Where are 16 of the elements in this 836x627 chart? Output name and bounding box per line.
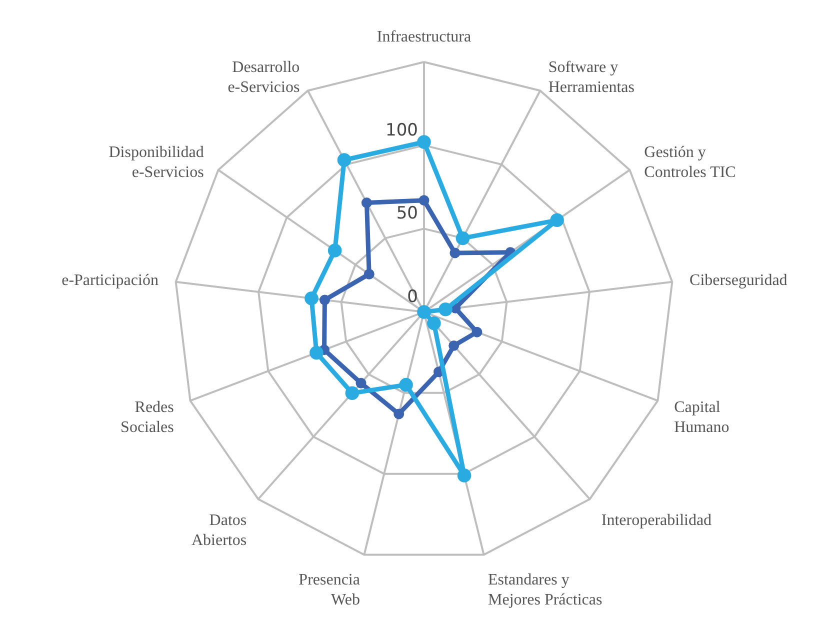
y-tick-label: 100 (386, 120, 418, 140)
y-tick-label: 50 (396, 204, 418, 224)
spoke-label: Ciberseguridad (690, 272, 788, 289)
spoke-label: Software y Herramientas (548, 59, 634, 96)
spoke-label: Interoperabilidad (601, 512, 712, 530)
spoke-label: Estandares y Mejores Prácticas (488, 572, 602, 609)
spoke-label: Desarrollo e-Servicios (228, 59, 300, 96)
spoke-label: Datos Abiertos (192, 512, 247, 550)
spoke-label: Gestión y Controles TIC (644, 144, 736, 182)
spoke-label: e-Participación (62, 272, 158, 289)
spoke-label: Redes Sociales (120, 398, 174, 436)
spoke-label: Disponibilidad e-Servicios (108, 144, 204, 182)
spoke-label: Infraestructura (376, 28, 472, 46)
spoke-label: Capital Humano (674, 398, 730, 436)
y-tick-label: 0 (407, 287, 418, 307)
spoke-label: Presencia Web (298, 572, 360, 609)
